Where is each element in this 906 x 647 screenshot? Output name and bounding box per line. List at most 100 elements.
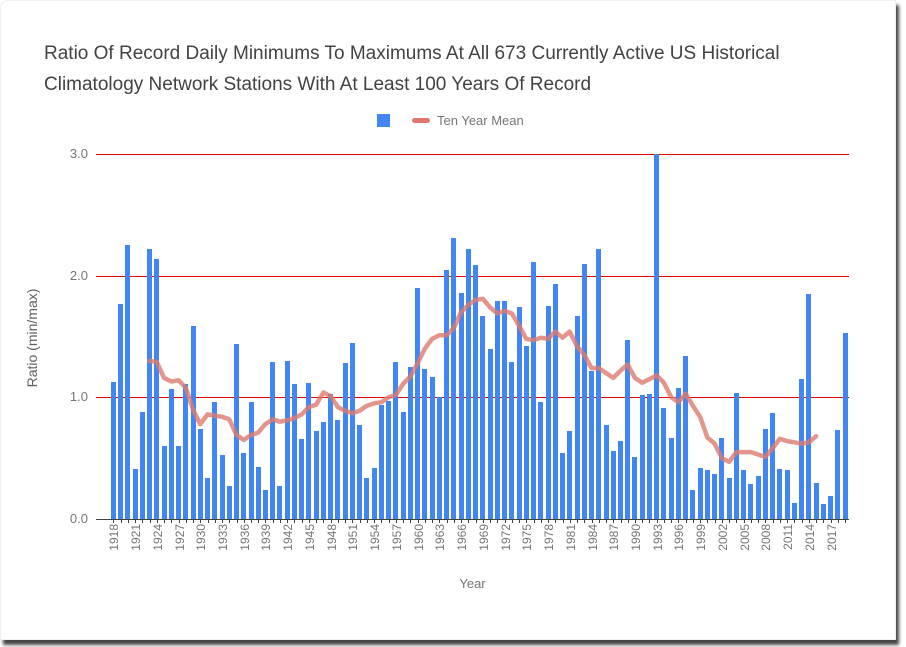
bar[interactable] — [618, 441, 623, 519]
bar[interactable] — [842, 332, 848, 519]
bar[interactable] — [132, 469, 138, 519]
bar[interactable] — [494, 301, 500, 519]
bar[interactable] — [226, 486, 232, 519]
bar[interactable] — [299, 438, 305, 519]
bar[interactable] — [639, 394, 645, 519]
bar[interactable] — [422, 369, 428, 519]
bar[interactable] — [371, 467, 377, 519]
bar[interactable] — [473, 264, 479, 519]
bar[interactable] — [712, 474, 718, 519]
bar[interactable] — [320, 421, 326, 519]
bar[interactable] — [632, 456, 638, 519]
bar[interactable] — [646, 393, 652, 519]
bar[interactable] — [436, 397, 442, 519]
bar[interactable] — [400, 411, 406, 519]
bar[interactable] — [835, 430, 841, 519]
bar[interactable] — [741, 470, 747, 519]
bar[interactable] — [386, 401, 392, 519]
bar[interactable] — [234, 343, 239, 519]
bar[interactable] — [335, 420, 341, 519]
bar[interactable] — [733, 392, 739, 519]
bar[interactable] — [596, 248, 602, 519]
bar[interactable] — [828, 495, 834, 519]
bar[interactable] — [697, 467, 703, 519]
bar[interactable] — [248, 402, 254, 519]
bar[interactable] — [147, 248, 152, 519]
bar[interactable] — [820, 504, 826, 519]
bar[interactable] — [755, 476, 761, 519]
bar[interactable] — [603, 425, 609, 519]
bar[interactable] — [777, 469, 783, 519]
bar[interactable] — [277, 486, 283, 519]
bar[interactable] — [770, 413, 776, 519]
bar[interactable] — [762, 429, 768, 519]
bar[interactable] — [393, 362, 399, 519]
bar[interactable] — [168, 388, 174, 519]
bar[interactable] — [523, 346, 529, 519]
bar[interactable] — [125, 245, 131, 519]
bar[interactable] — [357, 425, 363, 519]
bar[interactable] — [291, 383, 297, 519]
bar[interactable] — [255, 466, 261, 519]
bar[interactable] — [784, 470, 790, 519]
bar[interactable] — [538, 402, 544, 519]
bar[interactable] — [451, 237, 457, 519]
bar[interactable] — [531, 262, 536, 519]
bar[interactable] — [458, 292, 464, 519]
bar[interactable] — [378, 404, 384, 519]
bar[interactable] — [342, 363, 348, 519]
bar[interactable] — [654, 154, 660, 519]
bar[interactable] — [610, 450, 616, 519]
bar[interactable] — [748, 483, 754, 519]
bar[interactable] — [205, 477, 210, 519]
bar[interactable] — [349, 342, 355, 519]
bar[interactable] — [110, 381, 116, 519]
bar[interactable] — [567, 431, 573, 519]
bar[interactable] — [661, 408, 667, 519]
bar[interactable] — [509, 362, 515, 519]
bar[interactable] — [262, 489, 268, 519]
bar[interactable] — [806, 293, 812, 519]
bar[interactable] — [190, 325, 196, 519]
bar[interactable] — [625, 340, 631, 519]
bar[interactable] — [560, 453, 565, 519]
bar[interactable] — [726, 477, 732, 519]
bar[interactable] — [813, 482, 819, 519]
bar[interactable] — [364, 477, 370, 519]
bar[interactable] — [704, 470, 710, 519]
bar[interactable] — [502, 301, 507, 519]
bar[interactable] — [516, 307, 522, 519]
bar[interactable] — [241, 453, 247, 519]
bar[interactable] — [444, 269, 450, 519]
bar[interactable] — [465, 248, 471, 519]
bar[interactable] — [791, 503, 797, 519]
bar[interactable] — [407, 366, 413, 519]
bar[interactable] — [487, 348, 493, 519]
bar[interactable] — [429, 376, 435, 519]
bar[interactable] — [313, 431, 319, 519]
bar[interactable] — [154, 258, 160, 519]
bar[interactable] — [161, 446, 167, 519]
bar[interactable] — [328, 393, 334, 519]
bar[interactable] — [668, 437, 674, 519]
bar[interactable] — [719, 437, 725, 519]
bar[interactable] — [306, 382, 312, 519]
bar[interactable] — [219, 454, 225, 519]
bar[interactable] — [284, 360, 290, 519]
bar[interactable] — [415, 287, 421, 519]
bar[interactable] — [581, 263, 587, 519]
bar[interactable] — [212, 402, 218, 519]
bar[interactable] — [799, 379, 805, 519]
bar[interactable] — [675, 387, 681, 519]
bar[interactable] — [480, 315, 486, 519]
bar[interactable] — [183, 383, 189, 519]
bar[interactable] — [545, 306, 551, 519]
bar[interactable] — [574, 315, 580, 519]
bar[interactable] — [683, 356, 689, 519]
bar[interactable] — [690, 489, 696, 519]
bar[interactable] — [552, 284, 558, 519]
bar[interactable] — [176, 446, 181, 519]
bar[interactable] — [270, 362, 276, 519]
bar[interactable] — [589, 370, 594, 519]
bar[interactable] — [197, 429, 203, 519]
